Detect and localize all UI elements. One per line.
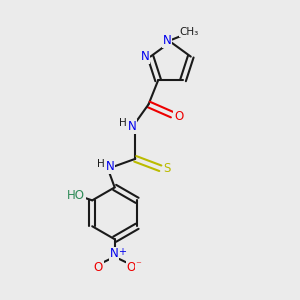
Text: N: N	[162, 34, 171, 47]
Text: H: H	[119, 118, 127, 128]
Text: N: N	[106, 160, 115, 173]
Text: H: H	[97, 159, 105, 169]
Text: HO: HO	[67, 189, 85, 203]
Text: N: N	[110, 248, 118, 260]
Text: CH₃: CH₃	[179, 27, 199, 37]
Text: S: S	[163, 162, 170, 175]
Text: +: +	[118, 247, 126, 257]
Text: N: N	[141, 50, 149, 63]
Text: O: O	[174, 110, 183, 123]
Text: O: O	[126, 261, 136, 274]
Text: O: O	[94, 261, 103, 274]
Text: ⁻: ⁻	[135, 261, 141, 271]
Text: N: N	[128, 120, 137, 133]
